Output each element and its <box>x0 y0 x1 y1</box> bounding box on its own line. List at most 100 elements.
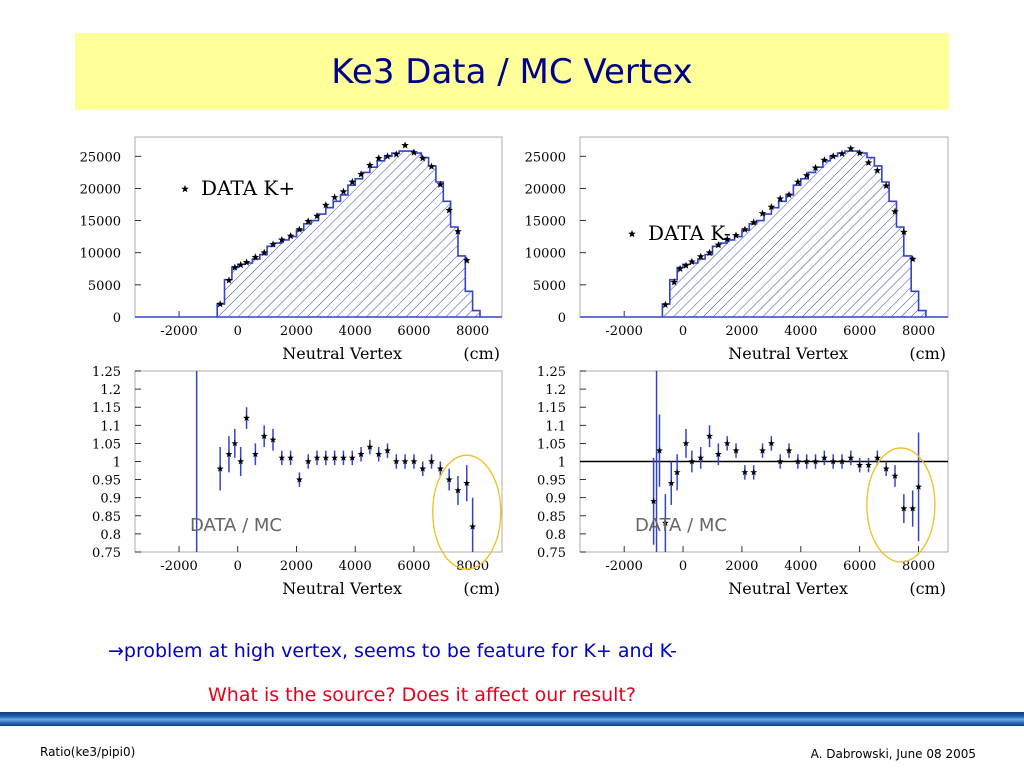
ratio-point-star <box>454 486 462 494</box>
y-tick-label: 5000 <box>88 279 121 294</box>
ratio-point-star <box>865 461 872 468</box>
data-point-star <box>251 253 260 261</box>
y-tick-label: 10000 <box>80 247 121 262</box>
data-point-star <box>374 154 383 162</box>
data-point-star <box>794 178 802 186</box>
ratio-point-star <box>331 454 339 461</box>
ratio-point-star <box>838 457 846 465</box>
data-point-star <box>242 258 251 266</box>
data-point-star <box>688 257 696 265</box>
x-tick-label: 8000 <box>456 324 489 339</box>
y-tick-label: 1.2 <box>100 383 121 398</box>
ratio-point-star <box>445 476 453 483</box>
ratio-point-star <box>812 457 819 465</box>
data-point-star <box>855 149 864 157</box>
ratio-point-star <box>682 439 690 447</box>
ratio-point-star <box>313 454 321 461</box>
y-tick-label: 1 <box>113 456 121 471</box>
title-banner: Ke3 Data / MC Vertex <box>75 33 949 110</box>
ratio-point-star <box>847 454 855 461</box>
mc-histogram-fill <box>580 151 948 317</box>
data-point-star <box>454 227 462 235</box>
data-point-star <box>741 225 749 233</box>
y-tick-label: 15000 <box>525 215 566 230</box>
data-point-star <box>864 158 873 166</box>
x-tick-label: -2000 <box>605 324 642 339</box>
y-tick-label: 20000 <box>525 182 566 197</box>
ratio-point-star <box>243 414 250 421</box>
ratio-point-star <box>829 457 837 465</box>
ratio-point-star <box>401 457 409 465</box>
legend-star-icon <box>628 230 636 238</box>
ratio-point-star <box>340 454 347 461</box>
charts-area: -2000 0 2000 4000 6000 8000050001000015000200… <box>80 136 949 598</box>
data-point-star <box>732 231 740 239</box>
ratio-point-star <box>656 447 663 454</box>
ratio-point-star <box>915 483 922 490</box>
x-tick-label: 2000 <box>280 559 313 574</box>
ratio-point-star <box>688 457 696 465</box>
ratio-point-star <box>463 479 471 487</box>
y-tick-label: 1.05 <box>537 437 566 452</box>
x-tick-label: 6000 <box>397 559 430 574</box>
ratio-point-star <box>820 454 828 461</box>
data-point-star <box>366 161 374 169</box>
x-tick-label: 8000 <box>456 559 489 574</box>
ratio-point-star <box>269 436 277 443</box>
ratio-point-star <box>900 505 908 512</box>
data-point-star <box>304 217 312 225</box>
data-point-star <box>445 206 453 214</box>
ratio-point-star <box>750 468 758 476</box>
data-point-star <box>749 218 758 226</box>
x-tick-label: 6000 <box>843 559 876 574</box>
y-tick-label: 1.1 <box>100 419 121 434</box>
legend-label: DATA K- <box>648 221 731 245</box>
ratio-point-star <box>673 468 681 476</box>
ratio-point-star <box>357 450 365 458</box>
data-point-star <box>236 260 245 269</box>
data-point-star <box>436 180 445 188</box>
data-point-star <box>339 187 348 195</box>
y-tick-label: 20000 <box>80 182 121 197</box>
footer-left-text: Ratio(ke3/pipi0) <box>40 745 136 759</box>
ratio-point-star <box>650 497 657 505</box>
data-point-star <box>714 241 723 249</box>
data-point-star <box>767 203 776 211</box>
ratio-point-star <box>873 454 881 461</box>
ratio-point-star <box>667 479 675 487</box>
x-tick-label: 2000 <box>280 324 313 339</box>
ratio-point-star <box>723 439 731 447</box>
legend-star-icon <box>181 185 189 193</box>
data-point-star <box>785 190 793 199</box>
ratio-point-star <box>410 457 418 465</box>
ratio-point-star <box>697 454 705 461</box>
data-point-star <box>418 154 427 162</box>
y-tick-label: 5000 <box>533 279 566 294</box>
data-point-star <box>811 163 820 172</box>
data-point-star <box>723 235 731 243</box>
x-tick-label: 2000 <box>725 559 758 574</box>
x-axis-unit: (cm) <box>909 344 946 363</box>
x-tick-label: 6000 <box>843 324 876 339</box>
data-point-star <box>295 225 304 233</box>
ratio-point-star <box>732 447 740 454</box>
ratio-point-star <box>891 472 899 479</box>
y-tick-label: 0.8 <box>100 528 121 543</box>
x-tick-label: 4000 <box>784 324 817 339</box>
ratio-point-star <box>856 461 864 468</box>
ratio-point-star <box>741 468 749 476</box>
ratio-point-star <box>237 457 245 465</box>
data-point-star <box>908 255 917 263</box>
y-tick-label: 0.95 <box>537 474 566 489</box>
ratio-point-star <box>231 439 239 447</box>
x-tick-label: 4000 <box>339 324 372 339</box>
data-point-star <box>696 252 705 260</box>
ratio-point-star <box>260 432 268 440</box>
data-point-star <box>401 141 409 149</box>
data-point-star <box>216 300 224 308</box>
ratio-point-star <box>776 457 784 465</box>
slide-title: Ke3 Data / MC Vertex <box>331 51 693 92</box>
x-tick-label: 6000 <box>397 324 430 339</box>
y-tick-label: 10000 <box>525 247 566 262</box>
ratio-point-star <box>785 447 793 454</box>
